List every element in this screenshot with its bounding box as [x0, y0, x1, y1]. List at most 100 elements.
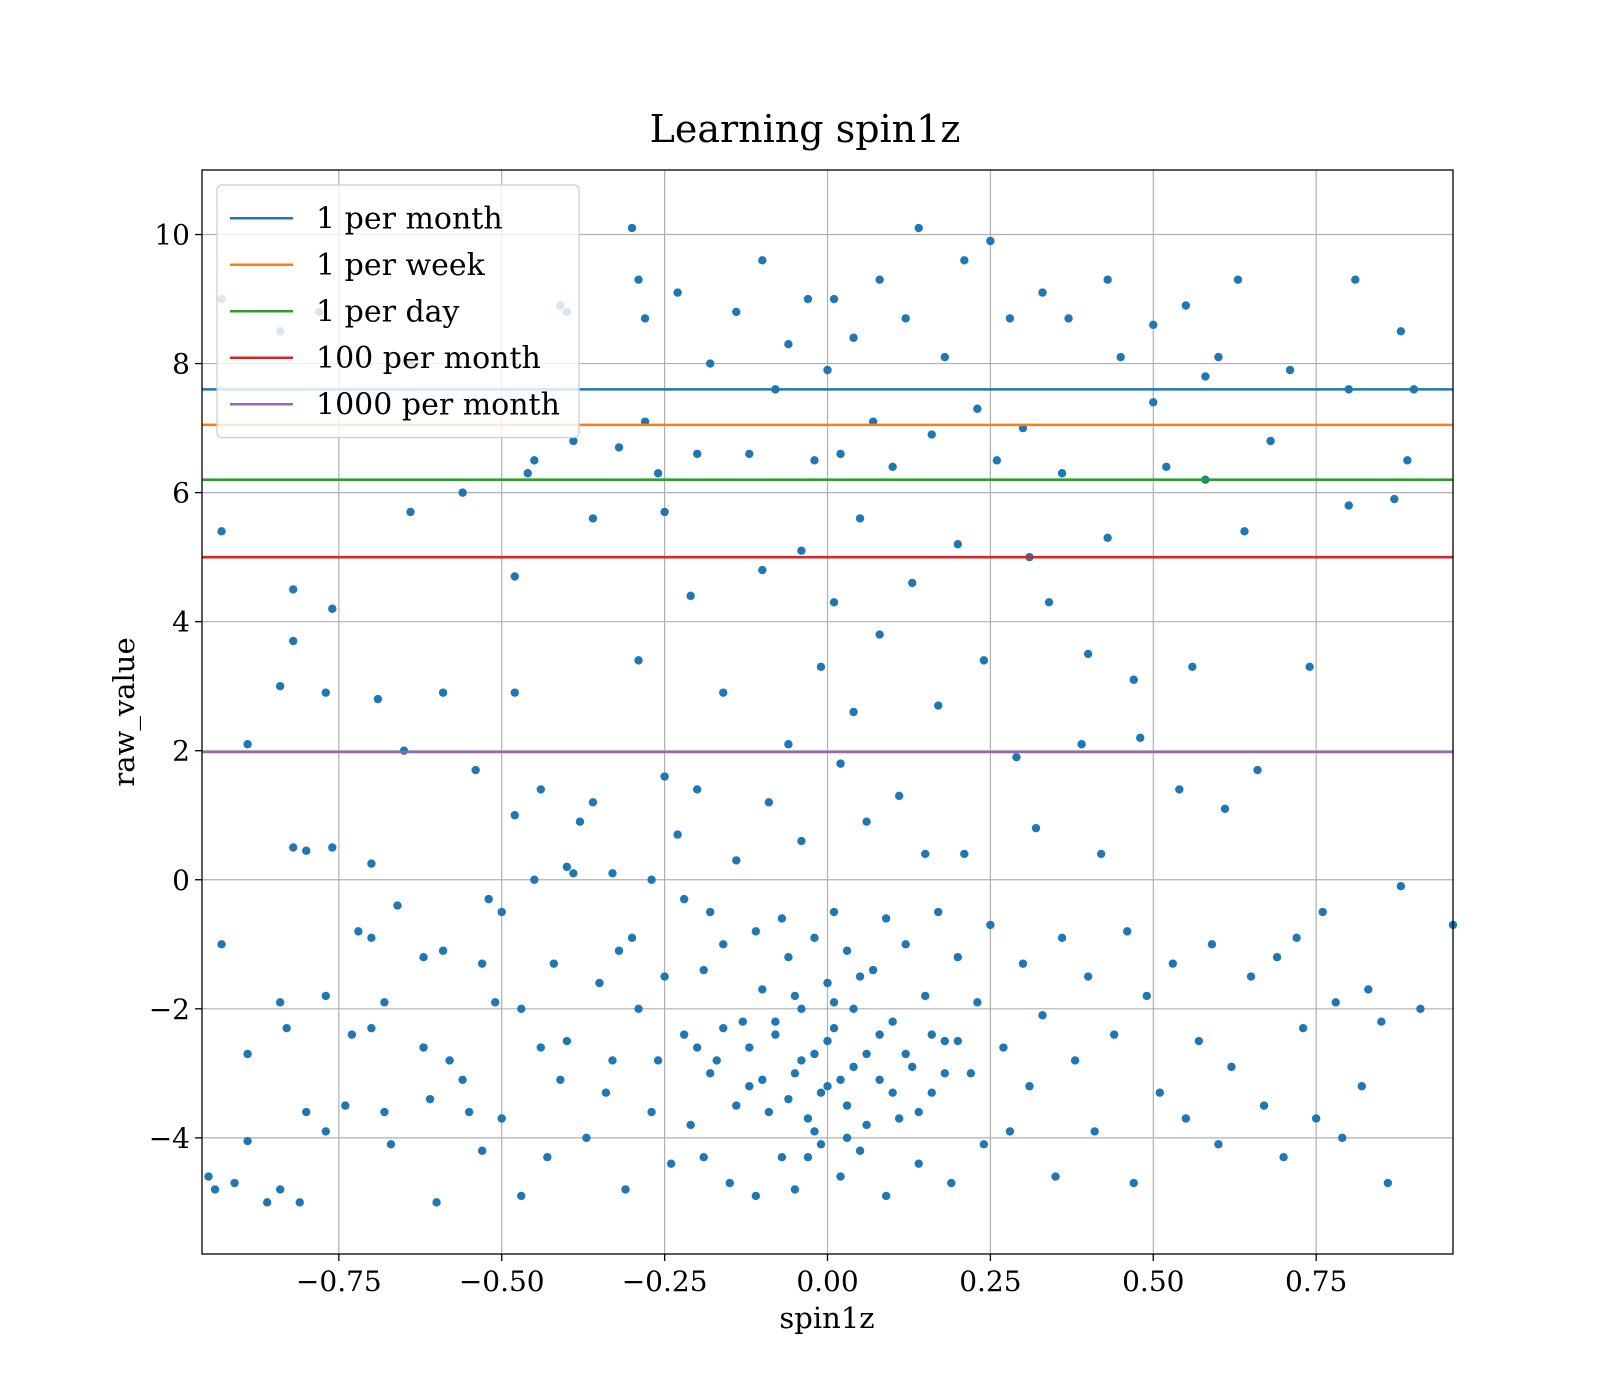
- scatter-point: [1175, 785, 1184, 794]
- scatter-point: [784, 1094, 793, 1104]
- scatter-point: [927, 1088, 936, 1097]
- scatter-point: [243, 1136, 252, 1146]
- scatter-point: [927, 430, 936, 439]
- scatter-point: [836, 449, 845, 459]
- scatter-point: [1357, 1082, 1366, 1091]
- scatter-point: [719, 1023, 728, 1033]
- scatter-point: [842, 1101, 852, 1110]
- scatter-point: [758, 565, 767, 575]
- scatter-point: [614, 946, 624, 955]
- scatter-point: [321, 688, 330, 697]
- scatter-point: [699, 1153, 708, 1162]
- scatter-point: [784, 340, 793, 349]
- scatter-point: [868, 965, 878, 975]
- scatter-point: [432, 1198, 441, 1207]
- legend-entry-label: 1 per month: [316, 201, 503, 236]
- scatter-point: [230, 1178, 239, 1188]
- scatter-point: [745, 1043, 754, 1052]
- y-tick-label: 10: [154, 219, 190, 252]
- scatter-point: [1057, 469, 1067, 478]
- scatter-point: [1090, 1127, 1099, 1136]
- scatter-point: [1279, 1153, 1288, 1162]
- scatter-point: [1364, 985, 1373, 994]
- scatter-point: [640, 314, 650, 323]
- chart-title: Learning spin1z: [650, 107, 961, 151]
- scatter-point: [282, 1023, 291, 1033]
- scatter-point: [829, 907, 839, 917]
- scatter-point: [686, 591, 695, 601]
- scatter-point: [679, 894, 689, 904]
- scatter-point: [947, 1178, 956, 1188]
- scatter-point: [738, 1017, 747, 1026]
- scatter-point: [764, 798, 774, 807]
- scatter-point: [530, 456, 539, 465]
- y-tick-label: 4: [172, 606, 190, 639]
- legend: 1 per month 1 per week 1 per day 100 per mo…: [216, 184, 580, 439]
- scatter-point: [706, 1069, 715, 1078]
- scatter-point: [1012, 752, 1021, 762]
- scatter-point: [1038, 1011, 1047, 1020]
- scatter-point: [621, 1185, 630, 1194]
- scatter-point: [921, 991, 930, 1001]
- scatter-point: [719, 688, 728, 697]
- scatter-point: [1018, 959, 1028, 968]
- scatter-point: [797, 1004, 806, 1014]
- scatter-point: [1103, 275, 1112, 284]
- scatter-point: [458, 488, 467, 497]
- x-tick-label: −0.75: [296, 1265, 382, 1298]
- scatter-point: [536, 785, 546, 794]
- scatter-point: [1220, 804, 1230, 813]
- x-axis-label: spin1z: [779, 1301, 874, 1335]
- scatter-point: [510, 688, 519, 697]
- scatter-point: [732, 307, 741, 317]
- scatter-point: [549, 959, 559, 968]
- scatter-point: [758, 256, 767, 265]
- scatter-point: [1207, 940, 1217, 949]
- scatter-point: [803, 1114, 813, 1123]
- scatter-point: [777, 914, 787, 923]
- scatter-point: [692, 1043, 702, 1052]
- scatter-point: [1044, 598, 1054, 607]
- scatter-point: [367, 1023, 376, 1033]
- scatter-point: [692, 449, 702, 459]
- scatter-point: [973, 998, 982, 1007]
- scatter-point: [321, 1127, 330, 1136]
- scatter-point: [914, 223, 923, 233]
- scatter-point: [823, 365, 832, 375]
- scatter-point: [1162, 462, 1171, 472]
- scatter-point: [1194, 1036, 1204, 1046]
- scatter-point: [881, 914, 891, 923]
- scatter-point: [758, 985, 767, 994]
- scatter-point: [1136, 733, 1145, 743]
- scatter-point: [1233, 275, 1243, 284]
- scatter-point: [862, 1049, 871, 1059]
- scatter-point: [1142, 991, 1151, 1001]
- scatter-point: [477, 959, 487, 968]
- scatter-point: [634, 1004, 643, 1014]
- scatter-point: [601, 1088, 611, 1097]
- scatter-point: [1318, 907, 1327, 917]
- scatter-point: [1311, 1114, 1321, 1123]
- scatter-point: [894, 791, 904, 801]
- x-tick-label: −0.25: [622, 1265, 708, 1298]
- scatter-point: [666, 1159, 676, 1168]
- x-tick-label: −0.50: [459, 1265, 545, 1298]
- scatter-point: [751, 1191, 761, 1201]
- scatter-point: [510, 572, 519, 581]
- scatter-point: [706, 907, 715, 917]
- scatter-point: [901, 940, 910, 949]
- scatter-point: [855, 972, 865, 981]
- scatter-point: [699, 965, 708, 975]
- scatter-point: [1188, 662, 1197, 672]
- scatter-point: [1064, 314, 1073, 323]
- scatter-point: [1383, 1178, 1393, 1188]
- y-tick-label: 2: [172, 735, 190, 768]
- scatter-point: [855, 1146, 865, 1155]
- scatter-point: [732, 1101, 741, 1110]
- scatter-point: [999, 1043, 1008, 1052]
- scatter-point: [575, 817, 585, 826]
- scatter-point: [275, 681, 285, 691]
- scatter-point: [464, 1107, 474, 1117]
- scatter-point: [849, 333, 858, 342]
